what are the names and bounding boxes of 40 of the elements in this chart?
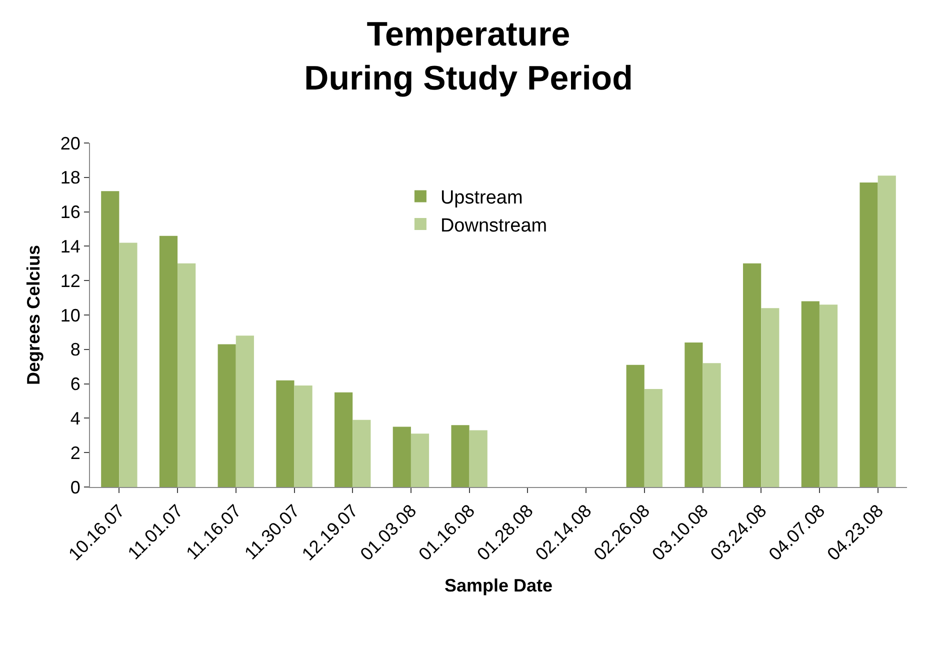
bar bbox=[119, 242, 138, 487]
bar bbox=[451, 425, 470, 487]
y-tick-label: 14 bbox=[60, 236, 80, 256]
bar bbox=[334, 392, 353, 487]
bar bbox=[761, 308, 780, 487]
y-tick-label: 20 bbox=[60, 133, 80, 154]
bar bbox=[101, 191, 120, 487]
bar bbox=[159, 236, 178, 487]
chart-title: Temperature During Study Period bbox=[304, 15, 633, 98]
y-tick-label: 4 bbox=[70, 408, 80, 428]
bar bbox=[410, 434, 430, 487]
y-tick-label: 10 bbox=[60, 305, 80, 326]
bar bbox=[819, 304, 838, 487]
legend-label: Upstream bbox=[440, 188, 523, 209]
bar bbox=[236, 336, 254, 487]
bar bbox=[294, 386, 312, 487]
y-tick-label: 16 bbox=[60, 202, 80, 222]
y-tick-label: 6 bbox=[70, 374, 80, 394]
bar bbox=[860, 182, 878, 487]
bar bbox=[218, 344, 236, 487]
bar bbox=[276, 380, 294, 487]
x-axis-title: Sample Date bbox=[444, 575, 553, 596]
bar bbox=[743, 263, 762, 487]
bar bbox=[626, 364, 644, 487]
bar bbox=[352, 420, 371, 487]
y-tick-label: 12 bbox=[60, 270, 80, 291]
bar bbox=[469, 430, 488, 487]
y-axis-title: Degrees Celcius bbox=[24, 244, 44, 386]
bar bbox=[178, 263, 196, 487]
bar bbox=[644, 388, 662, 487]
bar bbox=[684, 342, 703, 487]
y-tick-label: 8 bbox=[70, 340, 80, 360]
bar bbox=[702, 363, 721, 487]
legend-label: Downstream bbox=[440, 215, 548, 236]
bar bbox=[392, 426, 411, 487]
bar bbox=[801, 301, 820, 487]
y-tick-label: 18 bbox=[60, 168, 80, 188]
bar bbox=[878, 176, 896, 487]
y-tick-label: 2 bbox=[70, 442, 80, 463]
y-tick-label: 0 bbox=[70, 477, 80, 498]
